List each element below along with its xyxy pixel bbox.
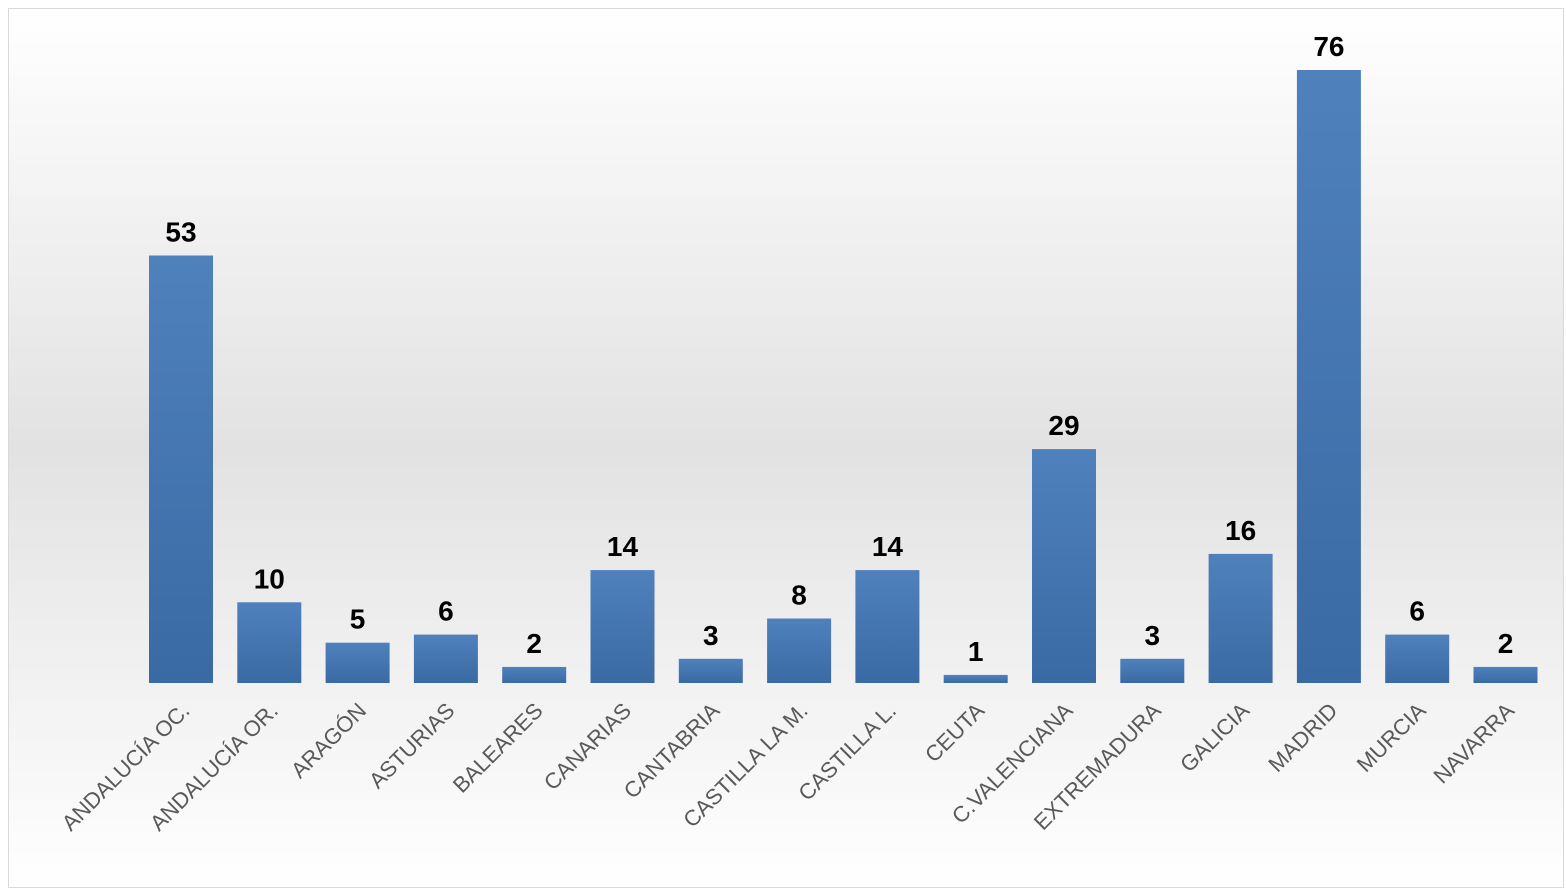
bar bbox=[1385, 634, 1450, 683]
data-label: 16 bbox=[1225, 515, 1256, 546]
bar bbox=[943, 674, 1008, 683]
data-label: 3 bbox=[1145, 620, 1161, 651]
category-labels-group: ANDALUCÍA OC.ANDALUCÍA OR. ARAGÓNASTURIAS… bbox=[57, 698, 1520, 836]
category-label: MADRID bbox=[1263, 698, 1342, 777]
category-label: CANARIAS bbox=[539, 698, 636, 795]
bar bbox=[1208, 553, 1273, 683]
data-label: 76 bbox=[1313, 31, 1344, 62]
category-label: ASTURIAS bbox=[364, 698, 459, 793]
data-label: 8 bbox=[791, 580, 807, 611]
bar bbox=[1296, 70, 1361, 683]
bar bbox=[1032, 449, 1096, 683]
bar bbox=[149, 255, 213, 683]
data-label: 6 bbox=[1409, 596, 1425, 627]
data-label: 3 bbox=[703, 620, 719, 651]
bar bbox=[767, 618, 832, 683]
data-label: 53 bbox=[165, 217, 196, 248]
data-label: 2 bbox=[526, 628, 542, 659]
category-label: CEUTA bbox=[920, 698, 989, 767]
bar bbox=[678, 658, 743, 683]
bar bbox=[325, 642, 390, 683]
category-label: NAVARRA bbox=[1428, 698, 1519, 789]
data-labels-group: 53 10 5 6 2 14 3 8 14 1 29 3 16 76 6 2 bbox=[165, 31, 1513, 667]
category-label: BALEARES bbox=[448, 698, 548, 798]
category-label: MURCIA bbox=[1352, 698, 1431, 777]
data-label: 2 bbox=[1498, 628, 1514, 659]
data-label: 14 bbox=[607, 531, 639, 562]
category-label: GALICIA bbox=[1175, 698, 1254, 777]
data-label: 14 bbox=[872, 531, 904, 562]
bar bbox=[590, 570, 655, 683]
bar bbox=[502, 666, 567, 683]
category-label: ARAGÓN bbox=[286, 698, 371, 783]
data-label: 5 bbox=[350, 604, 366, 635]
data-label: 29 bbox=[1048, 410, 1079, 441]
bar bbox=[855, 570, 920, 683]
bar bbox=[1120, 658, 1185, 683]
data-label: 1 bbox=[968, 636, 984, 667]
bar bbox=[1473, 666, 1538, 683]
data-label: 6 bbox=[438, 596, 454, 627]
bar bbox=[237, 602, 302, 683]
data-label: 10 bbox=[254, 563, 285, 594]
bars-group bbox=[149, 70, 1538, 683]
bar bbox=[413, 634, 478, 683]
